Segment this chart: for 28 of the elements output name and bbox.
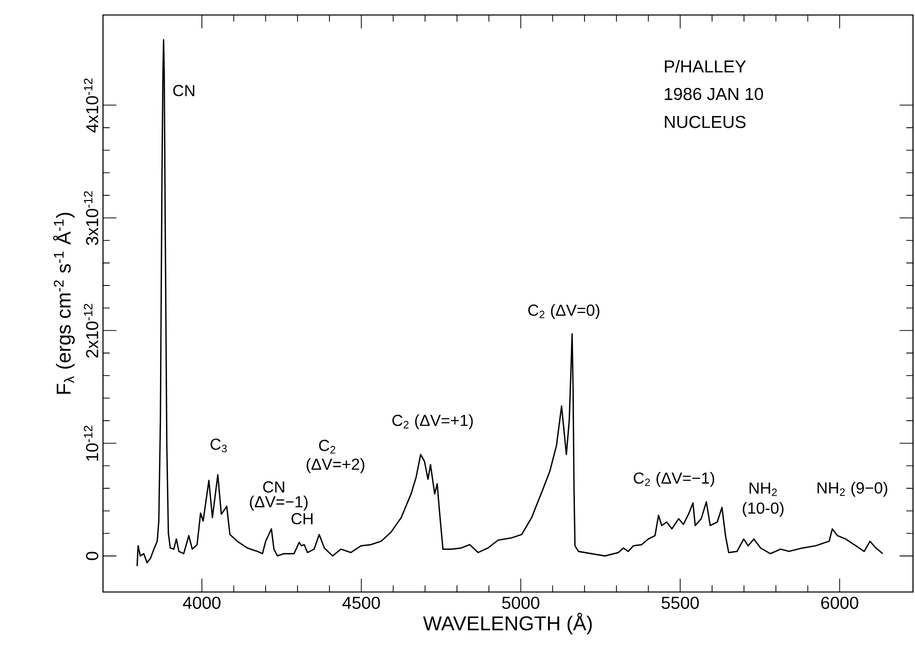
y-tick-label: 3x10$^{-12}$ [84,191,98,246]
x-tick-label: 4000 [182,596,220,609]
annotation: 1986 JAN 10 [664,88,764,100]
text: F$_{λ}$ (ergs cm$^{-2}$ s$^{-1}$ Å$^{-1}$) [53,212,75,394]
annotation: (ΔV=−1) [250,496,308,511]
annotation: C$_{2}$ (ΔV=+1) [392,414,473,430]
annotation: CN [263,481,284,493]
annotation: C$_{2}$ [319,440,336,454]
annotation: C$_{2}$ (ΔV=0) [528,304,600,320]
y-tick-label: 2x10$^{-12}$ [84,304,98,358]
x-axis-title: WAVELENGTH (Å) [423,612,592,634]
annotation: C$_{3}$ [210,438,227,452]
annotation: (ΔV=+2) [306,458,364,474]
x-tick-label: 6000 [821,596,858,609]
x-tick-label: 5000 [502,596,540,609]
x-tick-label: 5500 [662,596,699,609]
y-tick-label: 0 [86,552,98,560]
annotation: (10-0) [742,502,784,517]
annotation: CN [173,84,194,96]
annotation: P/HALLEY [664,60,746,73]
annotation: C$_{2}$ (ΔV=−1) [634,472,714,487]
y-tick-label: 10$^{-12}$ [84,426,98,461]
x-tick-label: 4500 [342,596,380,609]
y-tick-label: 4x10$^{-12}$ [84,78,98,133]
annotation: NH$_{2}$ (9−0) [818,482,888,497]
annotation: CH [292,513,313,524]
annotation: NH$_{2}$ [750,482,777,496]
annotation: NUCLEUS [664,116,746,128]
